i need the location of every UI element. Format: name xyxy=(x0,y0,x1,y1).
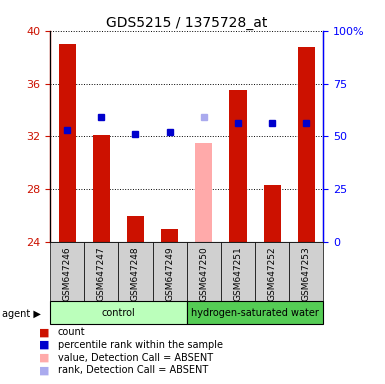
Bar xyxy=(195,143,213,242)
Bar xyxy=(161,229,178,242)
Text: GSM647250: GSM647250 xyxy=(199,247,208,301)
Title: GDS5215 / 1375728_at: GDS5215 / 1375728_at xyxy=(106,16,268,30)
Text: GSM647252: GSM647252 xyxy=(268,247,277,301)
Bar xyxy=(59,44,76,242)
Bar xyxy=(264,185,281,242)
Text: count: count xyxy=(58,327,85,337)
Text: ■: ■ xyxy=(38,327,49,337)
Bar xyxy=(298,46,315,242)
Text: value, Detection Call = ABSENT: value, Detection Call = ABSENT xyxy=(58,353,213,362)
Bar xyxy=(50,301,187,324)
Bar xyxy=(221,242,255,301)
Text: ■: ■ xyxy=(38,365,49,375)
Text: GSM647253: GSM647253 xyxy=(302,247,311,301)
Text: GSM647247: GSM647247 xyxy=(97,247,106,301)
Bar xyxy=(93,135,110,242)
Bar xyxy=(127,215,144,242)
Text: GSM647251: GSM647251 xyxy=(233,247,243,301)
Bar xyxy=(50,242,84,301)
Text: ■: ■ xyxy=(38,340,49,350)
Bar xyxy=(152,242,187,301)
Bar xyxy=(255,242,289,301)
Text: percentile rank within the sample: percentile rank within the sample xyxy=(58,340,223,350)
Text: hydrogen-saturated water: hydrogen-saturated water xyxy=(191,308,319,318)
Bar xyxy=(229,90,246,242)
Bar xyxy=(84,242,119,301)
Text: GSM647249: GSM647249 xyxy=(165,247,174,301)
Text: control: control xyxy=(102,308,135,318)
Text: agent ▶: agent ▶ xyxy=(2,309,41,319)
Bar xyxy=(187,242,221,301)
Text: GSM647246: GSM647246 xyxy=(63,247,72,301)
Text: ■: ■ xyxy=(38,353,49,362)
Bar xyxy=(187,301,323,324)
Bar xyxy=(119,242,152,301)
Text: rank, Detection Call = ABSENT: rank, Detection Call = ABSENT xyxy=(58,365,208,375)
Text: GSM647248: GSM647248 xyxy=(131,247,140,301)
Bar xyxy=(289,242,323,301)
